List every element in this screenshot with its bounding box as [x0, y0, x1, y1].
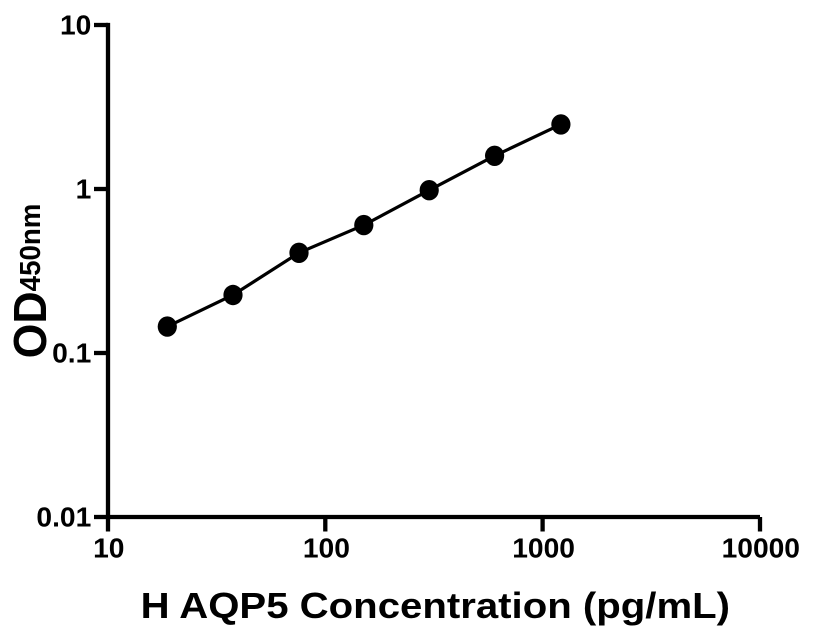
svg-text:1: 1 — [76, 173, 92, 205]
svg-text:10: 10 — [93, 532, 124, 564]
svg-text:OD450nm: OD450nm — [4, 204, 56, 359]
svg-text:0.01: 0.01 — [36, 501, 91, 533]
svg-text:10: 10 — [60, 9, 91, 41]
svg-text:H AQP5 Concentration (pg/mL): H AQP5 Concentration (pg/mL) — [141, 586, 730, 627]
svg-text:100: 100 — [303, 532, 350, 564]
svg-text:10000: 10000 — [722, 532, 800, 564]
svg-text:0.1: 0.1 — [52, 337, 91, 369]
svg-text:1000: 1000 — [512, 532, 575, 564]
